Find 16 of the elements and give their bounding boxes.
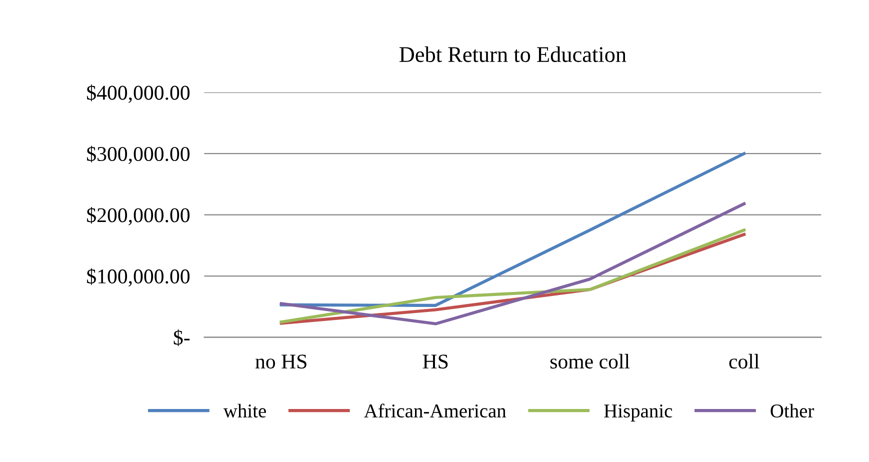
x-tick-label: coll (729, 354, 760, 369)
line-series (280, 152, 746, 307)
y-tick-label: $- (174, 329, 190, 346)
legend-label: Other (770, 404, 814, 418)
y-tick-label: $300,000.00 (87, 146, 190, 164)
y-tick-label: $200,000.00 (87, 206, 190, 226)
x-tick-label: no HS (255, 354, 306, 369)
x-tick-label: HS (422, 354, 448, 369)
x-tick-label: some coll (550, 354, 630, 369)
legend-label: white (223, 404, 266, 418)
line-series (280, 202, 746, 326)
legend-label: African-American (364, 404, 506, 418)
y-tick-label: $100,000.00 (87, 268, 190, 286)
chart-title: Debt Return to Education (399, 46, 626, 62)
legend-label: Hispanic (604, 404, 672, 422)
y-tick-label: $400,000.00 (87, 84, 190, 103)
